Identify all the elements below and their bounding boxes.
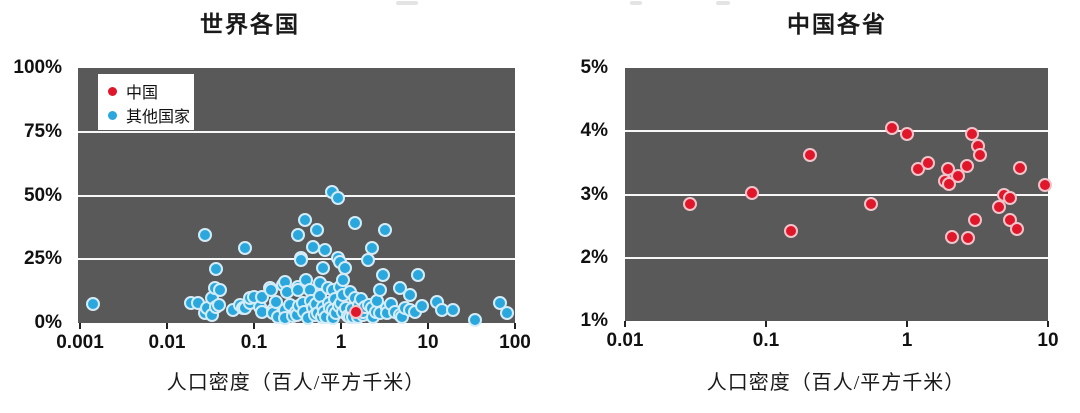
x-tick-label: 1 (901, 330, 913, 351)
legend-label-other-countries: 其他国家 (126, 109, 191, 126)
legend: 中国 其他国家 (98, 74, 194, 130)
data-point-其他国家 (297, 212, 312, 227)
data-point-中国各省 (802, 148, 817, 163)
data-point-其他国家 (197, 228, 212, 243)
x-tick-mark (79, 323, 81, 329)
data-point-其他国家 (375, 268, 390, 283)
data-point-其他国家 (317, 243, 332, 258)
right-x-axis-title: 人口密度（百人/平方千米） (706, 372, 966, 394)
left-chart-title: 世界各国 (200, 12, 300, 37)
x-tick-mark (427, 323, 429, 329)
data-point-其他国家 (360, 253, 375, 267)
data-point-其他国家 (294, 253, 309, 267)
other-countries-legend-dot-icon (108, 110, 117, 120)
data-point-其他国家 (372, 283, 387, 298)
data-point-中国各省 (968, 212, 983, 227)
data-point-其他国家 (290, 228, 305, 243)
data-point-其他国家 (213, 282, 228, 297)
y-tick-label: 0% (34, 312, 62, 333)
data-point-其他国家 (500, 306, 515, 321)
gridline (78, 130, 515, 133)
data-point-中国各省 (1009, 222, 1024, 237)
data-point-其他国家 (237, 241, 252, 256)
data-point-中国各省 (1037, 178, 1052, 192)
y-tick-label: 75% (23, 120, 62, 142)
data-point-中国各省 (683, 196, 698, 211)
cropped-text-artifact (630, 1, 642, 5)
y-tick-label: 25% (23, 248, 62, 270)
data-point-中国各省 (783, 223, 798, 238)
data-point-其他国家 (468, 312, 483, 327)
x-tick-mark (1047, 321, 1049, 327)
x-tick-label: 10 (1037, 330, 1059, 351)
y-tick-label: 3% (580, 183, 608, 205)
data-point-中国各省 (951, 168, 965, 183)
data-point-中国各省 (973, 147, 988, 162)
x-tick-label: 1 (335, 332, 347, 353)
data-point-中国各省 (945, 229, 960, 244)
data-point-中国各省 (864, 196, 879, 211)
data-point-中国各省 (960, 230, 975, 245)
x-tick-label: 10 (417, 332, 439, 353)
y-tick-label: 100% (13, 57, 62, 78)
data-point-其他国家 (348, 216, 363, 231)
data-point-其他国家 (377, 222, 392, 237)
data-point-其他国家 (337, 260, 352, 275)
data-point-其他国家 (209, 262, 224, 277)
right-plot-area (625, 68, 1052, 321)
gridline (78, 194, 515, 197)
x-tick-mark (340, 323, 342, 329)
x-tick-mark (624, 321, 626, 327)
y-tick-label: 2% (580, 246, 608, 268)
x-tick-label: 0.1 (240, 332, 268, 353)
x-tick-mark (253, 323, 255, 329)
left-x-axis-title: 人口密度（百人/平方千米） (166, 372, 426, 394)
china-legend-dot-icon (108, 86, 117, 96)
legend-label-china: 中国 (126, 85, 159, 102)
legend-item-other-countries: 其他国家 (108, 105, 191, 126)
data-point-中国各省 (992, 200, 1007, 215)
data-point-中国各省 (1003, 190, 1018, 205)
x-tick-label: 0.1 (752, 330, 780, 351)
legend-item-china: 中国 (108, 81, 159, 102)
data-point-中国各省 (745, 186, 760, 201)
right-chart-title: 中国各省 (787, 12, 887, 37)
gridline (625, 193, 1048, 196)
left-plot-area (78, 68, 515, 327)
x-tick-label: 0.001 (56, 332, 104, 353)
data-point-其他国家 (85, 296, 100, 311)
data-point-中国各省 (1012, 160, 1027, 175)
data-point-其他国家 (315, 260, 330, 275)
cropped-text-artifact (396, 1, 418, 5)
gridline (625, 256, 1048, 259)
data-point-其他国家 (446, 302, 461, 317)
y-tick-label: 5% (580, 57, 608, 78)
data-point-其他国家 (330, 191, 345, 206)
data-point-其他国家 (364, 241, 379, 256)
data-point-中国各省 (959, 159, 974, 174)
data-point-其他国家 (402, 287, 417, 302)
data-point-其他国家 (212, 298, 227, 313)
data-point-中国各省 (884, 121, 899, 136)
y-tick-label: 1% (580, 310, 608, 331)
x-tick-mark (166, 323, 168, 329)
x-tick-mark (514, 323, 516, 329)
x-tick-label: 100 (499, 332, 531, 353)
data-point-中国各省 (920, 155, 935, 170)
gridline (625, 130, 1048, 133)
cropped-text-artifact (716, 1, 730, 5)
x-tick-mark (906, 321, 908, 327)
data-point-中国各省 (900, 127, 914, 142)
data-point-其他国家 (310, 222, 324, 237)
data-point-其他国家 (411, 268, 426, 283)
x-tick-mark (765, 321, 767, 327)
data-point-其他国家 (414, 299, 429, 314)
y-tick-label: 50% (23, 184, 62, 206)
y-tick-label: 4% (580, 120, 608, 142)
x-tick-label: 0.01 (148, 332, 186, 353)
x-tick-label: 0.01 (606, 330, 644, 351)
data-point-中国 (349, 304, 364, 319)
